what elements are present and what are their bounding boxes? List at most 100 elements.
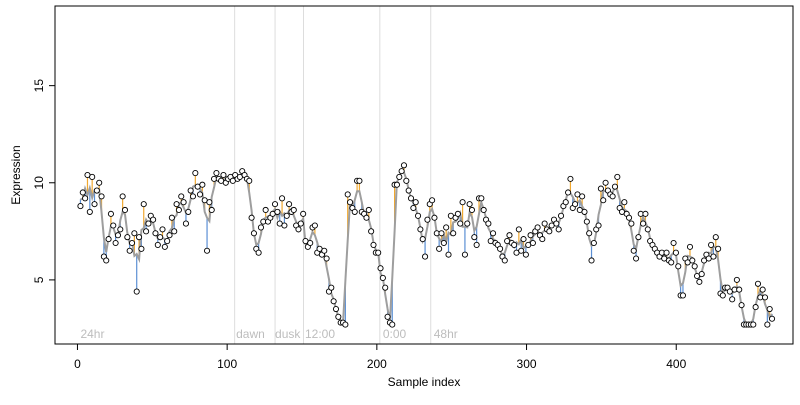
data-point-172 — [480, 206, 487, 214]
data-point-114 — [344, 191, 351, 198]
data-point-219 — [590, 239, 597, 247]
data-point-146 — [419, 236, 426, 243]
data-point-109 — [332, 305, 340, 313]
data-point-289 — [754, 280, 762, 287]
data-point-193 — [529, 239, 536, 247]
data-point-271 — [712, 234, 719, 241]
data-point-264 — [696, 278, 703, 285]
data-point-86 — [279, 195, 286, 202]
data-point-55 — [206, 199, 213, 206]
data-point-224 — [602, 179, 609, 186]
data-point-171 — [478, 195, 485, 202]
data-point-4 — [86, 208, 93, 215]
data-point-89 — [286, 201, 293, 208]
y-tick-label-2: 15 — [32, 79, 46, 93]
data-point-183 — [506, 232, 513, 239]
data-point-142 — [410, 204, 417, 212]
data-point-18 — [119, 193, 126, 200]
data-point-45 — [182, 220, 189, 227]
data-point-131 — [384, 313, 391, 320]
data-point-9 — [98, 193, 105, 200]
data-point-139 — [403, 177, 410, 184]
data-point-124 — [368, 228, 375, 235]
data-point-274 — [719, 292, 726, 299]
data-point-83 — [271, 201, 279, 208]
data-point-32 — [152, 230, 159, 237]
data-point-117 — [351, 208, 358, 215]
data-point-110 — [335, 313, 342, 320]
data-point-166 — [466, 201, 473, 208]
data-point-44 — [180, 199, 187, 206]
data-point-221 — [595, 222, 602, 229]
data-point-12 — [105, 236, 112, 243]
data-point-127 — [375, 249, 382, 256]
data-point-144 — [414, 212, 422, 219]
data-point-189 — [520, 236, 527, 243]
data-point-227 — [609, 193, 616, 200]
data-point-232 — [621, 199, 628, 206]
data-point-22 — [128, 239, 136, 247]
data-point-94 — [297, 220, 304, 227]
data-point-192 — [527, 232, 534, 239]
data-point-39 — [168, 214, 175, 221]
data-point-204 — [555, 226, 562, 233]
data-point-61 — [220, 171, 227, 179]
data-point-293 — [764, 321, 771, 328]
data-point-252 — [668, 259, 675, 266]
y-tick-label-0: 5 — [32, 276, 46, 283]
data-point-229 — [614, 173, 621, 180]
data-point-73 — [248, 214, 255, 221]
data-point-207 — [562, 199, 569, 206]
data-point-36 — [161, 243, 168, 250]
data-point-261 — [689, 257, 696, 264]
data-point-122 — [363, 214, 370, 221]
data-point-197 — [539, 236, 546, 243]
data-point-107 — [328, 284, 335, 291]
data-point-49 — [192, 170, 199, 177]
data-point-11 — [103, 257, 110, 264]
x-tick-label-3: 300 — [517, 357, 537, 371]
data-point-195 — [534, 224, 541, 231]
data-point-40 — [171, 228, 178, 235]
x-tick-label-2: 200 — [367, 357, 387, 371]
data-point-137 — [398, 168, 405, 175]
data-point-125 — [370, 241, 377, 248]
data-point-113 — [342, 321, 349, 328]
data-point-280 — [733, 276, 740, 283]
data-point-214 — [579, 193, 586, 200]
data-point-223 — [600, 197, 607, 204]
data-point-16 — [114, 232, 122, 239]
data-point-17 — [117, 226, 124, 233]
data-point-222 — [597, 185, 604, 192]
data-point-211 — [572, 201, 579, 208]
data-point-257 — [679, 292, 687, 299]
data-point-21 — [126, 247, 133, 254]
data-point-0 — [77, 203, 84, 210]
data-point-237 — [633, 255, 640, 262]
data-point-43 — [178, 193, 185, 200]
data-point-215 — [581, 208, 588, 215]
data-point-157 — [445, 251, 452, 258]
data-point-234 — [625, 214, 633, 221]
data-point-169 — [473, 241, 480, 248]
data-point-128 — [377, 265, 384, 272]
data-point-31 — [150, 216, 157, 223]
data-point-167 — [468, 206, 476, 214]
data-point-123 — [365, 206, 372, 214]
data-point-295 — [768, 315, 776, 322]
data-point-141 — [407, 195, 415, 202]
data-point-174 — [485, 220, 492, 227]
data-point-254 — [672, 249, 679, 256]
data-point-133 — [389, 321, 396, 328]
data-point-270 — [710, 253, 717, 260]
annotation-label-1: dawn — [236, 327, 265, 341]
data-point-48 — [189, 193, 197, 200]
data-point-238 — [635, 234, 642, 241]
data-point-163 — [459, 199, 466, 206]
data-point-294 — [766, 305, 773, 313]
data-point-8 — [96, 179, 103, 186]
data-point-84 — [274, 208, 281, 215]
data-point-29 — [145, 220, 152, 227]
data-point-52 — [199, 181, 206, 188]
